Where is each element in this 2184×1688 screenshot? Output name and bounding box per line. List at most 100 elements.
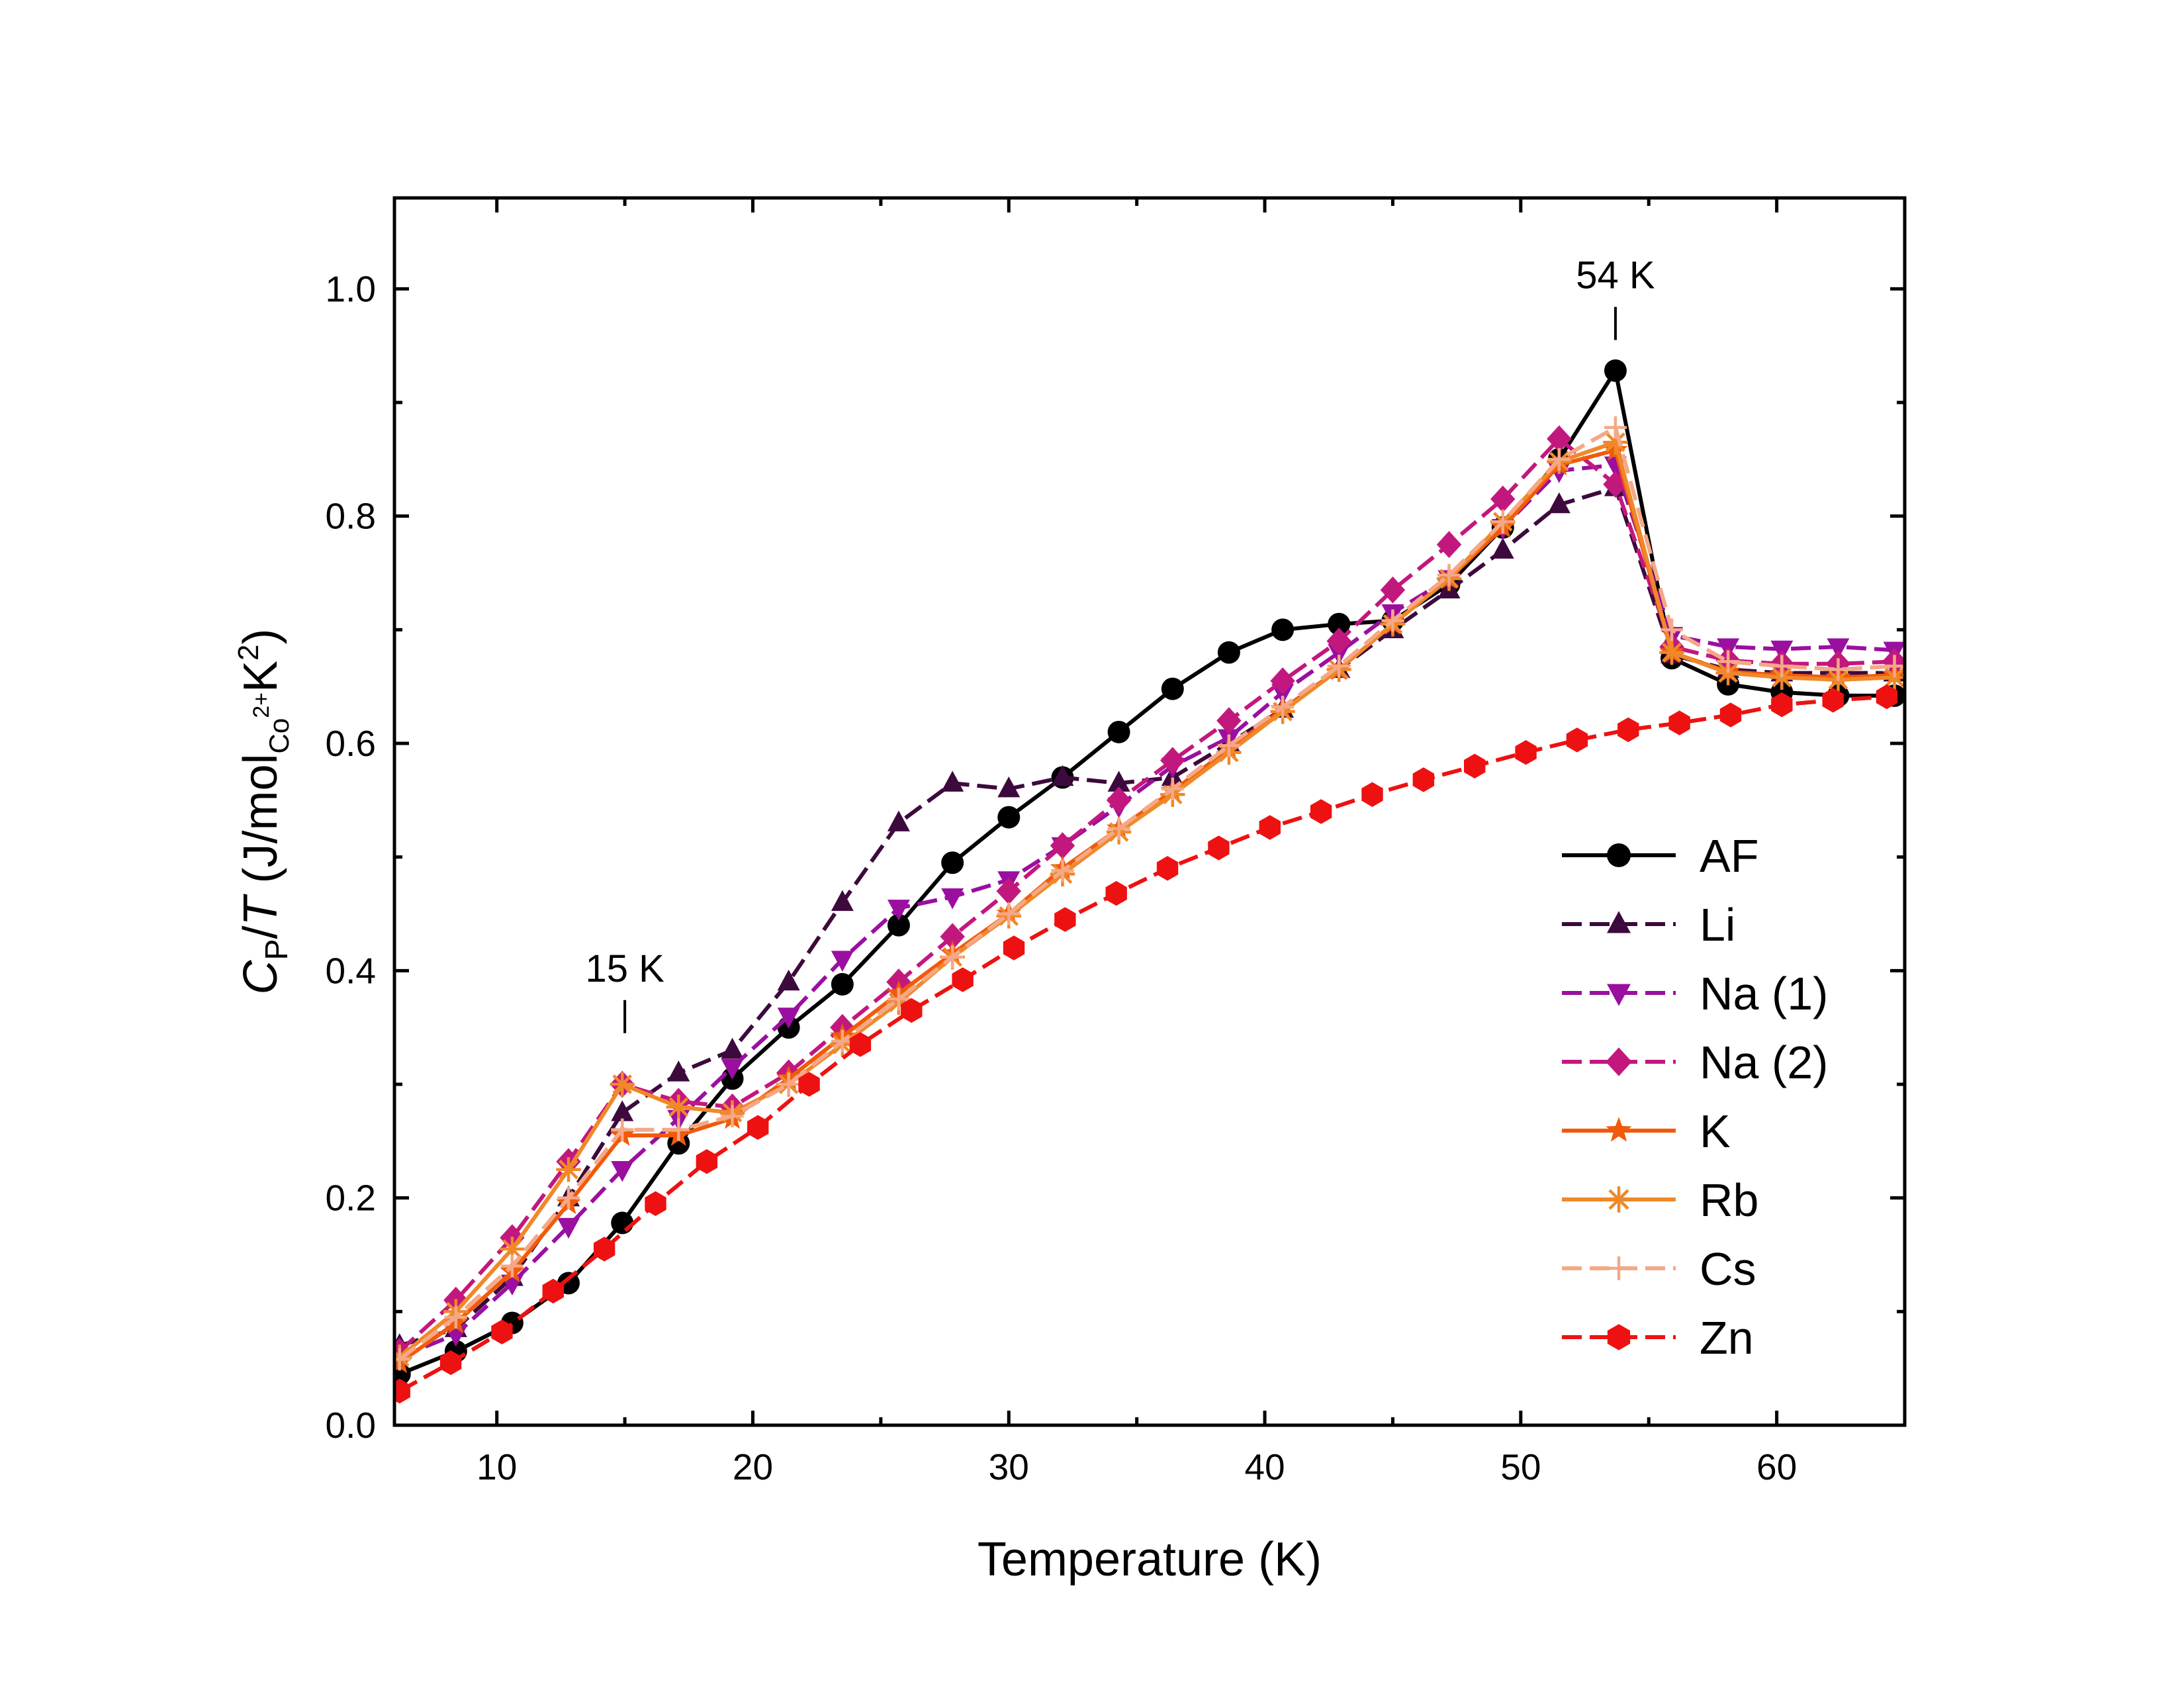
legend-item-cs: Cs: [1562, 1243, 1756, 1295]
data-point: [997, 902, 1021, 925]
data-point: [849, 1032, 872, 1057]
legend-label: K: [1700, 1105, 1731, 1157]
data-point: [1156, 856, 1179, 881]
data-point: [952, 967, 974, 992]
legend-item-af: AF: [1562, 830, 1758, 882]
data-point: [611, 1100, 634, 1121]
data-point: [941, 851, 964, 874]
data-point: [1107, 720, 1130, 743]
legend-item-k: K: [1562, 1105, 1731, 1157]
data-point: [721, 1105, 744, 1128]
data-point: [1051, 859, 1074, 882]
data-point: [1882, 665, 1905, 690]
data-point: [1161, 777, 1184, 800]
data-point: [941, 945, 964, 968]
data-point: [721, 1058, 744, 1080]
data-point: [747, 1115, 769, 1140]
legend-item-rb: Rb: [1562, 1174, 1758, 1226]
axes-layer: 10 20 30 40 50 60 0.0 0.2 0.4 0.6 0.8 1.0: [326, 198, 1907, 1487]
y-tick-label: 1.0: [326, 268, 376, 309]
y-tick-label: 0.4: [326, 950, 376, 991]
x-tick-label: 50: [1500, 1446, 1541, 1487]
data-point: [1547, 447, 1570, 471]
data-point: [831, 972, 854, 996]
series-line-na-2: [398, 436, 1895, 1353]
data-point: [1436, 531, 1462, 558]
data-point: [1661, 618, 1684, 641]
data-point: [1717, 650, 1740, 673]
data-point: [444, 1305, 467, 1329]
legend-marker: [1607, 984, 1631, 1006]
legend-marker: [1606, 1117, 1632, 1142]
y-tick-label: 0.8: [326, 496, 376, 537]
data-point: [1604, 416, 1627, 439]
data-point: [1106, 786, 1132, 814]
data-point: [500, 1254, 523, 1278]
data-point: [1603, 430, 1628, 455]
data-point: [1217, 734, 1240, 757]
annotation-layer: 54 K 15 K: [585, 254, 1655, 1033]
y-title-unit-close: ): [234, 629, 287, 645]
y-title-t: T: [234, 893, 287, 925]
data-point: [1326, 628, 1351, 655]
data-point: [611, 1211, 634, 1235]
data-point: [1715, 660, 1741, 686]
data-point: [557, 1186, 580, 1209]
data-point: [1051, 765, 1074, 786]
legend-marker: [1607, 1324, 1631, 1350]
data-point: [831, 890, 854, 912]
data-point: [1822, 688, 1844, 713]
data-point: [1270, 667, 1295, 694]
data-point: [1876, 684, 1898, 710]
legend-marker: [1606, 1047, 1632, 1076]
data-point: [1412, 767, 1435, 792]
data-point: [1491, 510, 1514, 534]
data-point: [1547, 492, 1570, 514]
data-point: [777, 1008, 800, 1029]
data-point: [645, 1191, 666, 1216]
data-point: [1771, 692, 1793, 718]
data-point: [1380, 576, 1406, 604]
y-title-sup-2plus: 2+: [249, 692, 274, 718]
y-axis-title: CP/T (J/molCo2+K2): [232, 629, 295, 995]
data-point: [1491, 538, 1514, 559]
data-point: [1361, 782, 1383, 807]
data-point: [1883, 655, 1905, 678]
data-point: [491, 1319, 513, 1344]
data-point: [1160, 747, 1185, 774]
data-point: [1216, 707, 1242, 735]
data-point: [1054, 907, 1076, 932]
y-title-c: C: [234, 959, 287, 994]
data-point: [1515, 740, 1537, 765]
y-title-unit-k: K: [234, 661, 287, 692]
data-point: [887, 914, 910, 937]
data-point: [721, 1037, 744, 1059]
y-title-sub-p: P: [259, 939, 295, 960]
data-point: [798, 1072, 820, 1097]
legend-label: Na (1): [1700, 968, 1828, 1019]
legend-marker: [1606, 1186, 1632, 1213]
data-point: [557, 1217, 580, 1239]
x-tick-label: 30: [989, 1446, 1029, 1487]
legend: AF Li Na (1) Na (2) K Rb Cs Zn: [1562, 830, 1828, 1364]
legend-item-na-1: Na (1): [1562, 968, 1828, 1019]
data-point: [1604, 359, 1627, 382]
data-point: [777, 1073, 800, 1096]
x-axis-title: Temperature (K): [978, 1533, 1322, 1586]
data-point: [394, 1348, 411, 1371]
data-point: [1547, 425, 1572, 453]
data-point: [1271, 696, 1295, 719]
series-cs: [394, 416, 1905, 1371]
x-tick-label: 40: [1244, 1446, 1285, 1487]
data-point: [1827, 638, 1850, 659]
data-point: [1490, 485, 1516, 513]
data-point: [1208, 835, 1230, 861]
data-point: [1769, 665, 1795, 690]
y-tick-label: 0.0: [326, 1405, 376, 1446]
legend-label: AF: [1700, 830, 1758, 882]
data-point: [901, 998, 923, 1023]
legend-label: Na (2): [1700, 1037, 1828, 1088]
data-point: [777, 969, 800, 991]
